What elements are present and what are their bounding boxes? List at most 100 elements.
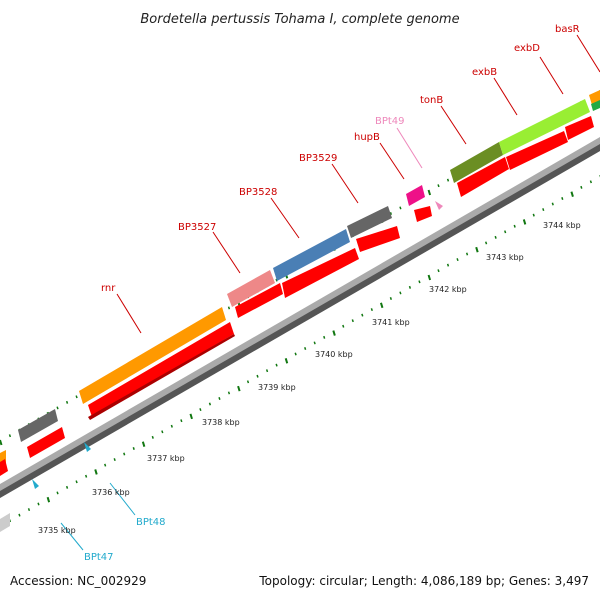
reverse-cds-8 bbox=[506, 131, 568, 170]
minor-tick bbox=[399, 206, 402, 210]
gene-feature-light-gray bbox=[0, 513, 10, 532]
reverse-cds-1 bbox=[27, 427, 65, 458]
major-tick bbox=[332, 330, 336, 336]
minor-tick bbox=[256, 374, 259, 378]
minor-tick bbox=[446, 263, 450, 267]
minor-tick bbox=[227, 306, 231, 310]
minor-tick bbox=[75, 480, 78, 484]
minor-tick bbox=[246, 380, 250, 384]
scale-tick-label: 3742 kbp bbox=[429, 285, 467, 294]
gene-labels: rnr BP3527 BP3528 BP3529 hupB BPt49 tonB… bbox=[84, 24, 580, 563]
genome-backbone-shadow bbox=[0, 144, 600, 498]
gene-feature-bp3527 bbox=[227, 270, 275, 307]
leader-exbd bbox=[539, 56, 564, 95]
scale-tick-label: 3739 kbp bbox=[258, 383, 296, 392]
scale-tick-label: 3744 kbp bbox=[543, 221, 581, 230]
minor-tick bbox=[513, 224, 516, 228]
major-tick bbox=[427, 189, 432, 196]
major-tick bbox=[46, 496, 51, 503]
leader-exbb bbox=[493, 77, 518, 116]
minor-tick bbox=[589, 180, 592, 184]
leader-basr bbox=[576, 34, 600, 73]
gene-label: hupB bbox=[354, 132, 380, 143]
scale-tick-label: 3740 kbp bbox=[315, 350, 353, 359]
major-tick bbox=[189, 413, 193, 420]
gene-label: rnr bbox=[101, 283, 116, 294]
reverse-cds-7 bbox=[457, 157, 509, 197]
scale-tick-label: 3735 kbp bbox=[38, 526, 76, 535]
minor-tick bbox=[484, 241, 488, 245]
scale-tick-label: 3736 kbp bbox=[92, 488, 130, 497]
major-tick bbox=[141, 441, 146, 447]
reverse-cds-6 bbox=[414, 206, 432, 222]
gene-label: BP3527 bbox=[178, 222, 216, 233]
minor-tick bbox=[265, 369, 269, 373]
leader-bpt49 bbox=[396, 127, 423, 169]
major-tick bbox=[427, 274, 432, 281]
minor-tick bbox=[313, 341, 316, 345]
minor-tick bbox=[542, 208, 545, 212]
minor-tick bbox=[275, 278, 278, 282]
major-tick bbox=[522, 219, 527, 225]
minor-tick bbox=[37, 502, 40, 506]
leader-rnr bbox=[116, 293, 142, 334]
major-tick bbox=[237, 385, 241, 392]
gene-label: tonB bbox=[420, 95, 443, 106]
minor-tick bbox=[113, 458, 116, 462]
minor-tick bbox=[8, 434, 12, 438]
gene-feature-bp3528 bbox=[273, 229, 350, 281]
gene-label: BP3528 bbox=[239, 187, 277, 198]
minor-tick bbox=[389, 296, 392, 300]
gene-label: BP3529 bbox=[299, 153, 337, 164]
minor-tick bbox=[123, 452, 126, 456]
gene-feature-bp3529 bbox=[347, 206, 392, 238]
minor-tick bbox=[104, 463, 107, 467]
minor-tick bbox=[323, 335, 326, 339]
gene-label: exbD bbox=[514, 43, 540, 54]
minor-tick bbox=[504, 230, 507, 234]
minor-tick bbox=[208, 402, 212, 406]
leader-bpt47 bbox=[60, 522, 84, 551]
scale-tick-label: 3743 kbp bbox=[486, 253, 524, 262]
minor-tick bbox=[180, 419, 183, 423]
reverse-cds-left bbox=[0, 459, 8, 476]
minor-tick bbox=[294, 352, 297, 356]
minor-tick bbox=[399, 291, 402, 295]
major-tick bbox=[284, 358, 289, 364]
accession-text: Accession: NC_002929 bbox=[10, 574, 146, 588]
minor-tick bbox=[218, 396, 221, 400]
minor-tick bbox=[418, 280, 421, 284]
minor-tick bbox=[437, 184, 440, 188]
reverse-cds-shadow bbox=[88, 334, 235, 420]
gene-label: exbB bbox=[472, 67, 497, 78]
reverse-cds-2 bbox=[88, 322, 234, 417]
scale-labels: 3735 kbp 3736 kbp 3737 kbp 3738 kbp 3739… bbox=[38, 221, 581, 535]
reverse-cds-9 bbox=[565, 116, 594, 140]
minor-tick bbox=[161, 430, 164, 434]
minor-tick bbox=[580, 185, 583, 189]
leader-hupb bbox=[379, 142, 405, 180]
leader-bpt48 bbox=[109, 482, 136, 516]
gene-label: BPt48 bbox=[136, 517, 166, 528]
gene-label: BPt47 bbox=[84, 552, 114, 563]
gene-label: basR bbox=[555, 24, 580, 35]
forward-features bbox=[0, 90, 600, 532]
minor-tick bbox=[494, 235, 497, 239]
map-title: Bordetella pertussis Tohama I, complete … bbox=[140, 12, 459, 27]
minor-tick bbox=[342, 324, 345, 328]
leader-tonb bbox=[440, 105, 467, 145]
minor-tick bbox=[304, 346, 307, 350]
reverse-cds-4 bbox=[282, 248, 359, 298]
minor-tick bbox=[84, 474, 88, 478]
gene-feature-basr-green bbox=[591, 100, 600, 111]
minor-tick bbox=[65, 400, 69, 404]
major-tick bbox=[475, 246, 479, 253]
scale-tick-label: 3741 kbp bbox=[372, 318, 410, 327]
leader-bp3529 bbox=[331, 163, 359, 204]
minor-tick bbox=[361, 313, 364, 317]
minor-tick bbox=[351, 319, 354, 323]
minor-tick bbox=[18, 513, 21, 517]
reverse-cds-3 bbox=[235, 283, 283, 318]
